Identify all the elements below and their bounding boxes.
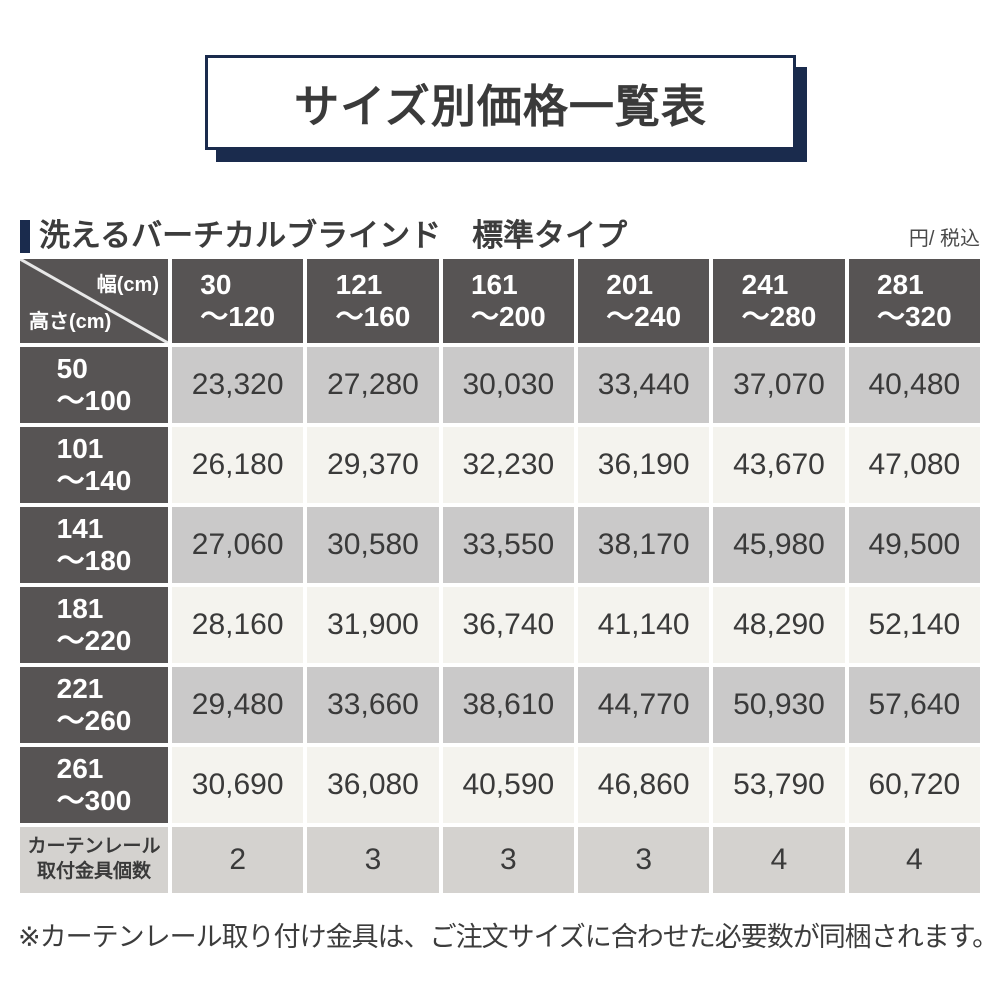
price-cell: 33,440 (577, 347, 710, 424)
width-header-cell: 30 〜120 (172, 259, 304, 344)
diagonal-line (20, 259, 168, 343)
price-cell: 60,720 (848, 747, 980, 824)
price-cell: 37,070 (713, 347, 845, 424)
bracket-label-cell: カーテンレール 取付金具個数 (20, 827, 168, 894)
price-cell: 36,740 (442, 587, 574, 664)
price-cell: 50,930 (713, 667, 845, 744)
range-to: 〜160 (335, 301, 411, 333)
footnote: ※カーテンレール取り付け金具は、ご注文サイズに合わせた必要数が同梱されます。 (18, 922, 999, 953)
price-cell: 40,480 (848, 347, 980, 424)
price-cell: 33,550 (442, 507, 574, 584)
price-table: 幅(cm) 高さ(cm) 30 〜120 121 〜160 161 〜200 201 〜… (20, 259, 980, 894)
price-cell: 28,160 (172, 587, 304, 664)
price-cell: 26,180 (172, 427, 304, 504)
range-from: 281 (876, 268, 924, 300)
range-from: 161 (470, 268, 518, 300)
price-cell: 30,030 (442, 347, 574, 424)
bracket-count-cell: 4 (713, 827, 845, 894)
price-cell: 29,480 (172, 667, 304, 744)
height-header-cell: 221 〜260 (20, 667, 168, 744)
bracket-count-cell: 4 (848, 827, 980, 894)
width-header-cell: 161 〜200 (442, 259, 574, 344)
price-cell: 32,230 (442, 427, 574, 504)
price-cell: 29,370 (307, 427, 439, 504)
price-cell: 31,900 (307, 587, 439, 664)
range-to: 〜100 (56, 385, 132, 417)
price-cell: 30,580 (307, 507, 439, 584)
unit-note: 円/ 税込 (908, 228, 980, 251)
bracket-count-cell: 2 (172, 827, 304, 894)
product-header: 洗えるバーチカルブラインド 標準タイプ 円/ 税込 (20, 218, 980, 254)
price-cell: 46,860 (577, 747, 710, 824)
height-header-cell: 261 〜300 (20, 747, 168, 824)
width-header-cell: 241 〜280 (713, 259, 845, 344)
width-header-cell: 201 〜240 (577, 259, 710, 344)
height-header-cell: 101 〜140 (20, 427, 168, 504)
height-unit-label: 高さ(cm) (29, 311, 112, 334)
price-cell: 40,590 (442, 747, 574, 824)
price-cell: 38,170 (577, 507, 710, 584)
price-cell: 30,690 (172, 747, 304, 824)
price-cell: 36,190 (577, 427, 710, 504)
height-header-cell: 181 〜220 (20, 587, 168, 664)
bracket-count-cell: 3 (442, 827, 574, 894)
price-cell: 27,060 (172, 507, 304, 584)
price-cell: 53,790 (713, 747, 845, 824)
height-header-cell: 141 〜180 (20, 507, 168, 584)
price-cell: 41,140 (577, 587, 710, 664)
range-to: 〜220 (56, 625, 132, 657)
price-cell: 43,670 (713, 427, 845, 504)
height-header-cell: 50 〜100 (20, 347, 168, 424)
title-banner: サイズ別価格一覧表 (205, 55, 796, 150)
range-from: 201 (606, 268, 654, 300)
accent-bar (20, 220, 30, 254)
price-cell: 49,500 (848, 507, 980, 584)
range-to: 〜200 (470, 301, 546, 333)
price-cell: 33,660 (307, 667, 439, 744)
price-cell: 47,080 (848, 427, 980, 504)
price-cell: 48,290 (713, 587, 845, 664)
page-title: サイズ別価格一覧表 (294, 81, 707, 132)
range-from: 141 (56, 512, 104, 544)
price-cell: 45,980 (713, 507, 845, 584)
range-from: 261 (56, 752, 104, 784)
range-to: 〜300 (56, 785, 132, 817)
price-cell: 57,640 (848, 667, 980, 744)
range-to: 〜260 (56, 705, 132, 737)
range-from: 101 (56, 432, 104, 464)
range-to: 〜240 (606, 301, 682, 333)
range-from: 181 (56, 592, 104, 624)
range-to: 〜140 (56, 465, 132, 497)
range-from: 121 (335, 268, 383, 300)
price-cell: 23,320 (172, 347, 304, 424)
range-to: 〜180 (56, 545, 132, 577)
range-from: 30 (200, 268, 232, 300)
price-cell: 52,140 (848, 587, 980, 664)
range-to: 〜280 (741, 301, 817, 333)
range-to: 〜320 (876, 301, 952, 333)
product-name: 洗えるバーチカルブラインド 標準タイプ (39, 218, 628, 253)
price-cell: 38,610 (442, 667, 574, 744)
width-header-cell: 281 〜320 (848, 259, 980, 344)
range-from: 50 (56, 352, 88, 384)
bracket-count-cell: 3 (577, 827, 710, 894)
price-cell: 27,280 (307, 347, 439, 424)
bracket-label-line1: カーテンレール (27, 836, 161, 858)
bracket-count-cell: 3 (307, 827, 439, 894)
range-from: 241 (741, 268, 789, 300)
corner-header-cell: 幅(cm) 高さ(cm) (20, 259, 168, 344)
range-to: 〜120 (200, 301, 276, 333)
width-header-cell: 121 〜160 (307, 259, 439, 344)
range-from: 221 (56, 672, 104, 704)
price-cell: 44,770 (577, 667, 710, 744)
price-cell: 36,080 (307, 747, 439, 824)
width-unit-label: 幅(cm) (96, 274, 159, 297)
bracket-label-line2: 取付金具個数 (36, 861, 151, 883)
